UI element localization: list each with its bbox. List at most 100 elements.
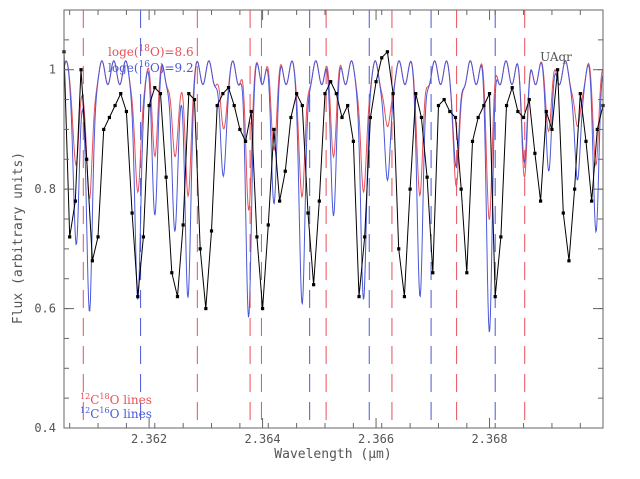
y-tick-label: 0.8	[34, 182, 56, 196]
observed-point	[561, 211, 565, 215]
observed-point	[90, 259, 94, 263]
observed-point	[340, 115, 344, 120]
model-16o-line	[63, 60, 604, 333]
observed-point	[136, 295, 140, 299]
observed-point	[487, 92, 492, 96]
observed-point	[96, 235, 100, 239]
x-tick-label: 2.368	[471, 432, 507, 446]
observed-point	[465, 271, 469, 275]
plot-frame	[63, 9, 604, 429]
observed-point	[272, 127, 276, 132]
observed-point	[521, 115, 526, 120]
observed-point	[402, 295, 407, 299]
observed-point	[368, 115, 372, 120]
observed-point	[181, 223, 185, 227]
observed-point	[470, 139, 475, 143]
observed-point	[408, 187, 412, 191]
observed-point	[357, 295, 361, 299]
y-tick-label: 1	[49, 63, 56, 77]
observed-point	[567, 259, 571, 263]
observed-point	[243, 139, 248, 143]
observed-point	[436, 103, 441, 108]
observed-point	[85, 157, 89, 161]
observed-point	[590, 199, 594, 203]
observed-point	[397, 247, 401, 251]
observed-point	[164, 175, 168, 179]
observed-point	[153, 86, 157, 90]
observed-point	[119, 92, 123, 96]
observed-spectrum	[62, 50, 605, 311]
star-label: UAqr	[540, 50, 572, 64]
observed-point	[238, 127, 242, 132]
observed-point	[68, 235, 72, 239]
observed-point	[198, 247, 202, 251]
observed-point	[414, 92, 418, 96]
observed-point	[317, 199, 321, 203]
observed-point	[170, 271, 174, 275]
observed-point	[516, 109, 520, 114]
observed-point	[538, 199, 543, 203]
abundance-annotations: loge(18O)=8.6 loge(16O)=9.2	[108, 44, 194, 75]
observed-point	[278, 199, 282, 203]
observed-point	[442, 97, 446, 102]
o16-abundance-label: loge(16O)=9.2	[108, 60, 194, 75]
o18-abundance-label: loge(18O)=8.6	[108, 44, 194, 59]
observed-point	[175, 295, 180, 299]
observed-point	[209, 229, 214, 233]
observed-point	[448, 109, 452, 114]
observed-point	[425, 175, 429, 179]
x-tick-label: 2.366	[358, 432, 394, 446]
observed-point	[476, 115, 480, 120]
observed-point	[283, 169, 287, 173]
observed-point	[255, 235, 259, 239]
observed-point	[351, 139, 355, 143]
observed-point	[187, 92, 191, 96]
observed-point	[226, 86, 231, 90]
observed-point	[113, 103, 117, 108]
observed-point	[363, 235, 367, 239]
observed-point	[510, 86, 514, 90]
observed-point	[391, 92, 395, 96]
observed-point	[578, 92, 582, 96]
observed-point	[130, 211, 134, 215]
line-markers	[82, 10, 526, 428]
x-tick-label: 2.364	[245, 432, 281, 446]
model-spectra	[63, 60, 604, 333]
observed-point	[79, 68, 83, 72]
c12o16-lines-label: 12C16O lines	[80, 406, 152, 421]
observed-point	[295, 92, 299, 96]
observed-point	[334, 92, 338, 96]
y-tick-label: 0.4	[34, 421, 56, 435]
observed-point	[419, 115, 424, 120]
observed-point	[107, 115, 111, 120]
observed-point	[573, 187, 577, 191]
observed-point	[249, 109, 253, 114]
observed-point	[544, 109, 548, 114]
observed-point	[215, 103, 219, 108]
observed-point	[504, 103, 509, 108]
observed-line	[63, 50, 604, 309]
x-axis-label: Wavelength (μm)	[274, 447, 391, 462]
observed-point	[380, 56, 384, 60]
observed-point	[550, 127, 554, 132]
y-tick-label: 0.6	[34, 302, 56, 316]
observed-point	[584, 139, 588, 143]
x-tick-label: 2.362	[131, 432, 167, 446]
observed-point	[374, 80, 378, 84]
observed-point	[595, 127, 599, 132]
axes: 2.362 2.364 2.366 2.368 0.4 0.6 0.8 1	[34, 9, 604, 446]
observed-point	[346, 103, 350, 108]
observed-point	[147, 103, 151, 108]
observed-point	[385, 50, 389, 54]
observed-point	[300, 103, 304, 108]
observed-point	[141, 235, 146, 239]
observed-point	[323, 92, 327, 96]
observed-point	[260, 306, 265, 311]
observed-point	[204, 306, 208, 311]
observed-point	[493, 295, 497, 299]
observed-point	[266, 223, 270, 227]
line-legend: 12C18O lines 12C16O lines	[80, 392, 152, 421]
observed-point	[124, 109, 129, 114]
observed-point	[453, 115, 458, 120]
y-axis-label: Flux (arbitrary units)	[11, 152, 26, 324]
